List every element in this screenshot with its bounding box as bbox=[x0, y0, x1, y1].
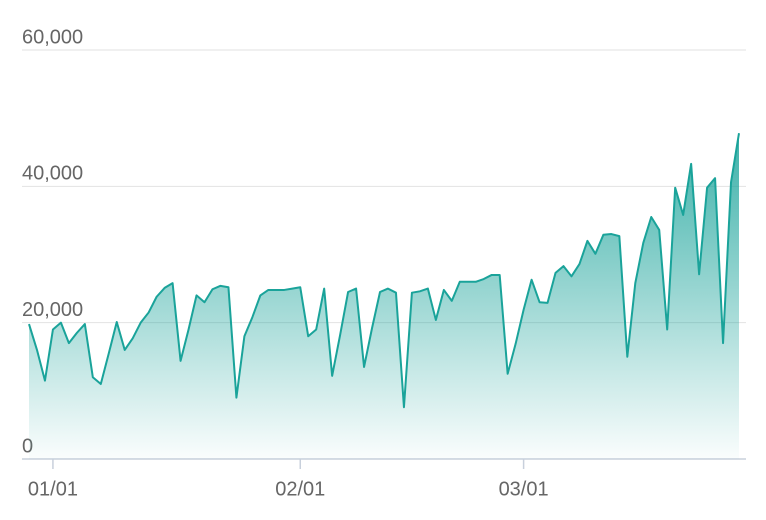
y-tick-label: 60,000 bbox=[22, 26, 83, 48]
y-tick-label: 0 bbox=[22, 435, 33, 457]
x-tick-label: 01/01 bbox=[28, 478, 78, 500]
x-tick-label: 03/01 bbox=[499, 478, 549, 500]
line bbox=[28, 133, 740, 409]
area bbox=[29, 133, 739, 459]
y-tick-label: 40,000 bbox=[22, 163, 83, 185]
x-tick-label: 02/01 bbox=[275, 478, 325, 500]
y-tick-label: 20,000 bbox=[22, 299, 83, 321]
